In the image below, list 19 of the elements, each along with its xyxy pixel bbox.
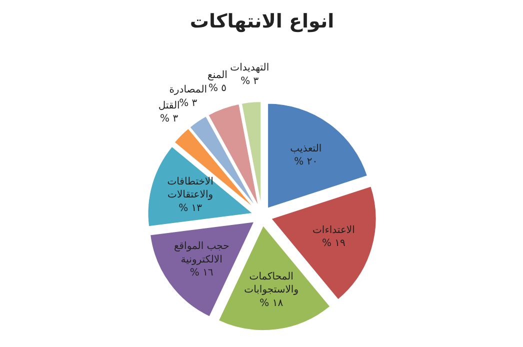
data-label: % ٣ [160,114,179,125]
chart-title: انواع الانتهاكات [190,10,334,33]
slice-label: التهديدات [230,62,270,74]
data-label: % ١٨ [260,298,284,309]
slice-label: المنع [208,70,228,81]
data-label: % ٢٠ [294,156,318,168]
slice-label: الاعتداءات [312,224,355,236]
slice-label: المصادرة [169,84,208,96]
data-label: % ٥ [208,82,227,94]
slice-label: التعذيب [290,144,322,155]
data-label: % ١٣ [178,202,203,214]
slice-label: الاختطافات والاعتقالات [167,176,214,201]
data-label: % ١٦ [190,268,214,279]
slice-label: المحاكمات والاستجوابات [244,271,299,296]
data-label: % ٣ [240,76,260,87]
data-label: % ٣ [179,98,198,109]
data-label: % ١٩ [322,238,346,249]
slice-label: حجب المواقع الالكترونية [174,241,230,266]
slice-label: القتل [158,100,180,112]
